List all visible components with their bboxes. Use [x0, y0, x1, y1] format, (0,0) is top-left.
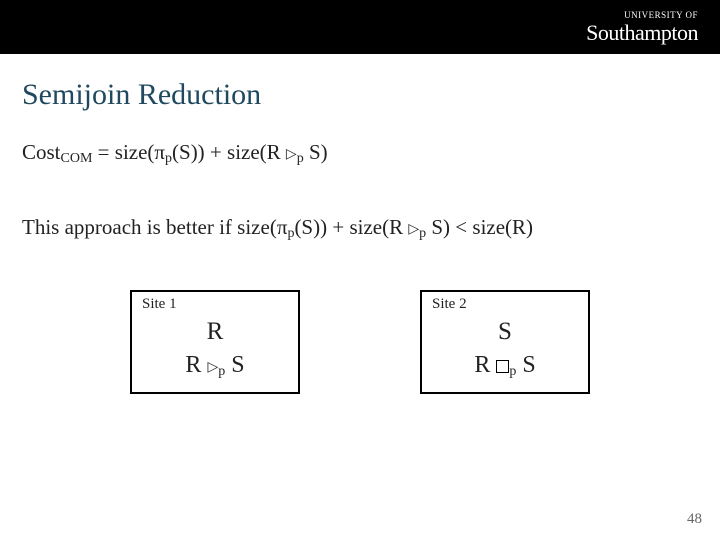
semijoin-icon: ▷: [286, 146, 297, 163]
semijoin-subscript: p: [297, 151, 304, 166]
pi-subscript: p: [165, 151, 172, 166]
expr-left: R: [474, 352, 496, 378]
site-2-box: Site 2 S R p S: [420, 290, 590, 394]
slide-title: Semijoin Reduction: [22, 78, 720, 112]
site-2-relation: S: [432, 315, 578, 349]
condition-mid2: S) < size(R): [426, 215, 533, 239]
university-logo: UNIVERSITY OF Southampton: [586, 11, 698, 44]
join-icon: [496, 360, 509, 373]
formula-eq: = size(π: [92, 140, 165, 164]
site-2-content: S R p S: [432, 315, 578, 382]
semijoin-icon: ▷: [207, 359, 218, 378]
condition-mid1: (S)) + size(R: [294, 215, 408, 239]
condition-lead: This approach is better if size(π: [22, 215, 287, 239]
logo-wordmark: Southampton: [586, 22, 698, 44]
cost-subscript: COM: [61, 151, 93, 166]
slide: UNIVERSITY OF Southampton Semijoin Reduc…: [0, 0, 720, 540]
cost-label: Cost: [22, 140, 61, 164]
logo-overline: UNIVERSITY OF: [586, 11, 698, 20]
formula-tail: S): [304, 140, 328, 164]
site-1-expression: R ▷p S: [142, 349, 288, 382]
site-2-expression: R p S: [432, 349, 578, 382]
slide-body: CostCOM = size(πp(S)) + size(R ▷p S) Thi…: [0, 112, 720, 394]
expr-right: S: [225, 352, 244, 378]
site-boxes-row: Site 1 R R ▷p S Site 2 S R p S: [22, 290, 698, 394]
site-1-label: Site 1: [142, 296, 288, 313]
site-1-box: Site 1 R R ▷p S: [130, 290, 300, 394]
site-1-relation: R: [142, 315, 288, 349]
expr-left: R: [185, 352, 207, 378]
formula-mid: (S)) + size(R: [172, 140, 286, 164]
site-2-label: Site 2: [432, 296, 578, 313]
cost-formula: CostCOM = size(πp(S)) + size(R ▷p S): [22, 140, 698, 167]
expr-right: S: [516, 352, 535, 378]
condition-text: This approach is better if size(πp(S)) +…: [22, 215, 698, 242]
top-bar: UNIVERSITY OF Southampton: [0, 0, 720, 54]
page-number: 48: [687, 511, 702, 528]
site-1-content: R R ▷p S: [142, 315, 288, 382]
semijoin-icon: ▷: [408, 221, 419, 238]
